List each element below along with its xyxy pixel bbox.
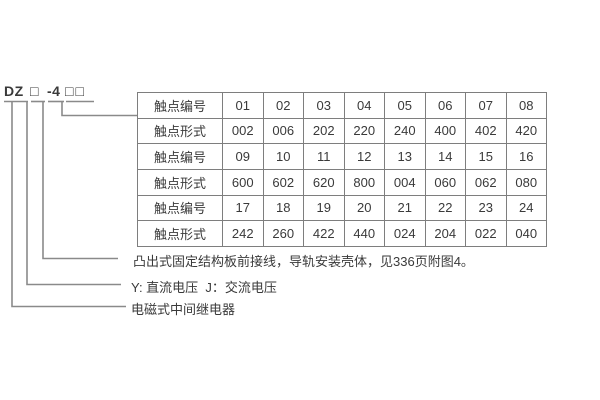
leader-to-voltage-note	[26, 101, 121, 286]
row-label-cell: 触点形式	[137, 117, 223, 145]
value-cell: 21	[384, 194, 426, 222]
value-cell: 060	[424, 168, 466, 196]
value-cell: 062	[465, 168, 507, 196]
row-label-cell: 触点编号	[137, 194, 223, 222]
value-cell: 260	[262, 220, 304, 247]
value-cell: 01	[222, 92, 264, 119]
table-row: 触点编号 01 02 03 04 05 06 07 08	[137, 92, 547, 119]
table-row: 触点形式 002 006 202 220 240 400 402 420	[137, 117, 547, 145]
annotation-voltage: Y: 直流电压 J：交流电压	[131, 280, 277, 295]
value-cell: 220	[343, 117, 385, 145]
table-row: 触点编号 09 10 11 12 13 14 15 16	[137, 143, 547, 170]
value-cell: 620	[303, 168, 345, 196]
table-row: 触点形式 242 260 422 440 024 204 022 040	[137, 220, 547, 247]
value-cell: 402	[465, 117, 507, 145]
model-contact-placeholder: □□	[65, 83, 86, 99]
value-cell: 006	[262, 117, 304, 145]
value-cell: 002	[222, 117, 264, 145]
leader-to-relay-type	[11, 101, 126, 308]
value-cell: 004	[384, 168, 426, 196]
value-cell: 22	[424, 194, 466, 222]
value-cell: 17	[222, 194, 264, 222]
value-cell: 05	[384, 92, 426, 119]
contact-table-body: 触点编号 01 02 03 04 05 06 07 08 触点形式 002 006 202 220 240 4…	[137, 92, 547, 247]
table-row: 触点形式 600 602 620 800 004 060 062 080	[137, 168, 547, 196]
leader-to-contact-table	[61, 101, 137, 117]
row-label-cell: 触点形式	[137, 220, 223, 247]
value-cell: 080	[505, 168, 547, 196]
annotation-mounting: 凸出式固定结构板前接线，导轨安装壳体，见336页附图4。	[133, 254, 474, 269]
value-cell: 10	[262, 143, 304, 170]
value-cell: 18	[262, 194, 304, 222]
value-cell: 14	[424, 143, 466, 170]
value-cell: 08	[505, 92, 547, 119]
value-cell: 12	[343, 143, 385, 170]
value-cell: 240	[384, 117, 426, 145]
value-cell: 602	[262, 168, 304, 196]
value-cell: 02	[262, 92, 304, 119]
value-cell: 800	[343, 168, 385, 196]
value-cell: 19	[303, 194, 345, 222]
value-cell: 024	[384, 220, 426, 247]
value-cell: 09	[222, 143, 264, 170]
annotation-relay-type: 电磁式中间继电器	[131, 302, 236, 317]
value-cell: 202	[303, 117, 345, 145]
value-cell: 13	[384, 143, 426, 170]
value-cell: 04	[343, 92, 385, 119]
value-cell: 20	[343, 194, 385, 222]
value-cell: 06	[424, 92, 466, 119]
model-prefix: DZ	[4, 83, 24, 99]
value-cell: 16	[505, 143, 547, 170]
leader-to-mounting-note	[42, 101, 118, 260]
table-row: 触点编号 17 18 19 20 21 22 23 24	[137, 194, 547, 222]
model-voltage-placeholder: □	[30, 83, 39, 99]
row-label-cell: 触点编号	[137, 143, 223, 170]
value-cell: 03	[303, 92, 345, 119]
model-series-number: -4	[47, 83, 61, 99]
value-cell: 11	[303, 143, 345, 170]
value-cell: 022	[465, 220, 507, 247]
contact-code-table: 触点编号 01 02 03 04 05 06 07 08 触点形式 002 006 202 220 240 4…	[137, 92, 547, 247]
row-label-cell: 触点编号	[137, 92, 223, 119]
row-label-cell: 触点形式	[137, 168, 223, 196]
value-cell: 07	[465, 92, 507, 119]
value-cell: 440	[343, 220, 385, 247]
value-cell: 040	[505, 220, 547, 247]
value-cell: 24	[505, 194, 547, 222]
value-cell: 420	[505, 117, 547, 145]
value-cell: 15	[465, 143, 507, 170]
value-cell: 242	[222, 220, 264, 247]
value-cell: 600	[222, 168, 264, 196]
value-cell: 23	[465, 194, 507, 222]
value-cell: 204	[424, 220, 466, 247]
value-cell: 422	[303, 220, 345, 247]
value-cell: 400	[424, 117, 466, 145]
